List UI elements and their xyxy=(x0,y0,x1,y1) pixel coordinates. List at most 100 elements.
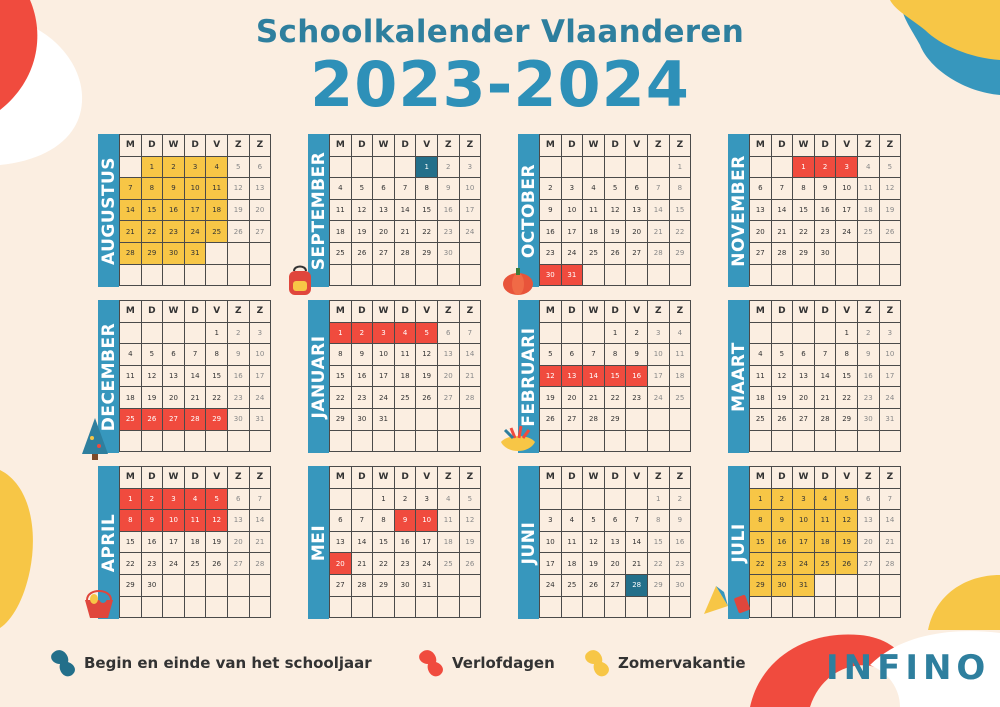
empty-cell xyxy=(560,487,584,511)
day-cell: 25 xyxy=(856,220,880,243)
month-september: SEPTEMBER M D W D V Z Z 1 2 3 4 5 6 7 8 9 10 11 12 13 14 15 16 1… xyxy=(308,134,483,287)
day-cell: 11 xyxy=(813,509,837,532)
day-cell: 3 xyxy=(835,155,858,179)
day-cell: 24 xyxy=(560,241,584,265)
day-cell: 7 xyxy=(248,487,272,511)
day-cell: 2 xyxy=(668,487,692,511)
empty-cell xyxy=(350,595,374,619)
empty-cell xyxy=(436,595,460,619)
day-cell: 14 xyxy=(770,198,794,222)
day-cell: 3 xyxy=(792,487,815,511)
day-cell: 6 xyxy=(226,487,250,511)
empty-cell xyxy=(162,429,185,453)
day-cell: 14 xyxy=(350,530,374,554)
day-cell: 6 xyxy=(248,155,272,179)
empty-cell xyxy=(205,429,228,453)
day-cell: 20 xyxy=(792,386,815,409)
empty-cell xyxy=(625,487,648,511)
weekday-header: M xyxy=(329,466,352,489)
day-cell: 6 xyxy=(372,177,395,200)
empty-cell xyxy=(603,263,627,287)
legend-label: Verlofdagen xyxy=(452,654,555,672)
weekday-header: Z xyxy=(436,134,460,157)
empty-cell xyxy=(415,595,438,619)
empty-cell xyxy=(436,407,460,431)
empty-cell xyxy=(646,595,670,619)
day-cell: 26 xyxy=(582,573,605,597)
day-cell: 30 xyxy=(436,241,460,265)
empty-cell xyxy=(813,263,837,287)
day-cell: 16 xyxy=(770,530,794,554)
empty-cell xyxy=(560,429,584,453)
day-cell: 20 xyxy=(226,530,250,554)
day-cell: 16 xyxy=(393,530,417,554)
empty-cell xyxy=(248,241,272,265)
day-cell: 31 xyxy=(878,407,902,431)
day-cell: 8 xyxy=(603,343,627,366)
month-grid: M D W D V Z Z 1 2 3 4 5 6 7 8 9 10 11 12 13 14 15 16 17 18 19 20 21… xyxy=(119,134,272,287)
day-cell: 12 xyxy=(770,364,794,388)
weekday-header: M xyxy=(749,300,772,323)
empty-cell xyxy=(393,155,417,179)
day-cell: 16 xyxy=(813,198,837,222)
day-cell: 2 xyxy=(770,487,794,511)
empty-cell xyxy=(329,595,352,619)
empty-cell xyxy=(162,263,185,287)
weekday-header: W xyxy=(162,134,185,157)
day-cell: 4 xyxy=(668,321,692,345)
day-cell: 23 xyxy=(813,220,837,243)
day-cell: 6 xyxy=(792,343,815,366)
day-cell: 6 xyxy=(436,321,460,345)
day-cell: 31 xyxy=(415,573,438,597)
month-name: FEBRUARI xyxy=(518,326,539,427)
day-cell: 9 xyxy=(436,177,460,200)
weekday-header: V xyxy=(205,466,228,489)
day-cell: 25 xyxy=(582,241,605,265)
day-cell: 27 xyxy=(372,241,395,265)
day-cell: 29 xyxy=(749,573,772,597)
empty-cell xyxy=(560,595,584,619)
empty-cell xyxy=(835,595,858,619)
weekday-header: V xyxy=(415,466,438,489)
day-cell: 24 xyxy=(646,386,670,409)
empty-cell xyxy=(205,595,228,619)
day-cell: 2 xyxy=(856,321,880,345)
month-name: DECEMBER xyxy=(98,322,119,431)
day-cell: 12 xyxy=(458,509,482,532)
day-cell: 29 xyxy=(119,573,142,597)
weekday-header: Z xyxy=(856,466,880,489)
day-cell: 1 xyxy=(372,487,395,511)
day-cell: 10 xyxy=(162,509,185,532)
empty-cell xyxy=(625,407,648,431)
day-cell: 28 xyxy=(183,407,207,431)
day-cell: 12 xyxy=(415,343,438,366)
weekday-header: D xyxy=(770,466,794,489)
empty-cell xyxy=(878,241,902,265)
day-cell: 17 xyxy=(792,530,815,554)
month-label: DECEMBER xyxy=(98,300,119,453)
day-cell: 11 xyxy=(436,509,460,532)
day-cell: 24 xyxy=(248,386,272,409)
weekday-header: D xyxy=(560,134,584,157)
day-cell: 21 xyxy=(770,220,794,243)
empty-cell xyxy=(183,595,207,619)
day-cell: 29 xyxy=(415,241,438,265)
day-cell: 19 xyxy=(539,386,562,409)
empty-cell xyxy=(458,241,482,265)
empty-cell xyxy=(749,263,772,287)
day-cell: 19 xyxy=(415,364,438,388)
day-cell: 31 xyxy=(792,573,815,597)
empty-cell xyxy=(226,263,250,287)
empty-cell xyxy=(625,263,648,287)
day-cell: 7 xyxy=(393,177,417,200)
day-cell: 17 xyxy=(560,220,584,243)
day-cell: 4 xyxy=(582,177,605,200)
weekday-header: Z xyxy=(226,134,250,157)
day-cell: 18 xyxy=(582,220,605,243)
day-cell: 8 xyxy=(372,509,395,532)
day-cell: 29 xyxy=(668,241,692,265)
day-cell: 13 xyxy=(603,530,627,554)
day-cell: 20 xyxy=(436,364,460,388)
day-cell: 21 xyxy=(248,530,272,554)
day-cell: 26 xyxy=(140,407,164,431)
